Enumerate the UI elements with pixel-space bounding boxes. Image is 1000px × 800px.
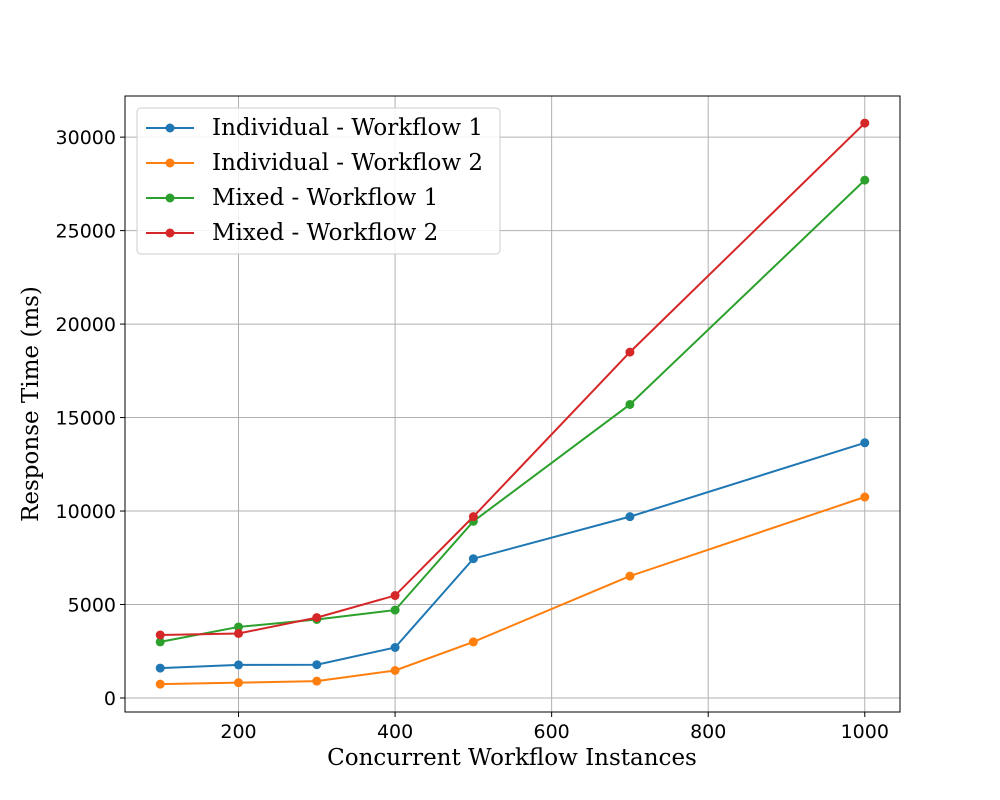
series-layer <box>155 118 870 689</box>
x-axis-title: Concurrent Workflow Instances <box>327 745 697 771</box>
data-point <box>155 637 165 647</box>
data-point <box>625 347 635 357</box>
data-point <box>468 512 478 522</box>
legend: Individual - Workflow 1 Individual - Work… <box>136 107 501 255</box>
data-point <box>234 678 244 688</box>
y-tick-label: 25000 <box>56 221 116 243</box>
data-point <box>155 679 165 689</box>
data-point <box>625 399 635 409</box>
y-tick-label: 10000 <box>56 501 116 523</box>
data-point <box>234 622 244 632</box>
x-tick-label: 200 <box>220 721 256 743</box>
data-point <box>312 676 322 686</box>
y-tick-label: 0 <box>104 688 116 710</box>
legend-label: Mixed - Workflow 2 <box>212 220 438 246</box>
x-tick-label: 600 <box>534 721 570 743</box>
x-tick-label: 800 <box>690 721 726 743</box>
plot-frame <box>124 95 901 713</box>
legend-swatch-marker <box>165 158 175 168</box>
y-tick-label: 5000 <box>68 595 116 617</box>
y-axis-title: Response Time (ms) <box>18 286 44 522</box>
axis-ticks: 200 400 600 800 1000050001000015000200002500… <box>56 127 889 743</box>
y-tick-label: 30000 <box>56 127 116 149</box>
data-point <box>390 605 400 615</box>
data-point <box>860 175 870 185</box>
data-point <box>625 512 635 522</box>
data-point <box>390 591 400 601</box>
data-point <box>625 571 635 581</box>
data-point <box>390 643 400 653</box>
series-line-2 <box>160 496 866 686</box>
legend-label: Individual - Workflow 2 <box>212 150 483 176</box>
data-point <box>468 637 478 647</box>
legend-box <box>136 107 501 255</box>
x-tick-label: 1000 <box>841 721 889 743</box>
data-point <box>155 663 165 673</box>
data-point <box>312 613 322 623</box>
data-point <box>860 492 870 502</box>
legend-swatch-marker <box>165 228 175 238</box>
legend-swatch-marker <box>165 193 175 203</box>
data-point <box>155 630 165 640</box>
y-tick-label: 15000 <box>56 408 116 430</box>
data-point <box>468 554 478 564</box>
legend-label: Mixed - Workflow 1 <box>212 185 438 211</box>
data-point <box>390 665 400 675</box>
y-tick-label: 20000 <box>56 314 116 336</box>
legend-label: Individual - Workflow 1 <box>212 115 483 141</box>
x-tick-label: 400 <box>377 721 413 743</box>
data-point <box>860 438 870 448</box>
legend-swatch-marker <box>165 123 175 133</box>
data-point <box>234 660 244 670</box>
data-point <box>860 118 870 128</box>
data-point <box>234 628 244 638</box>
data-point <box>312 660 322 670</box>
